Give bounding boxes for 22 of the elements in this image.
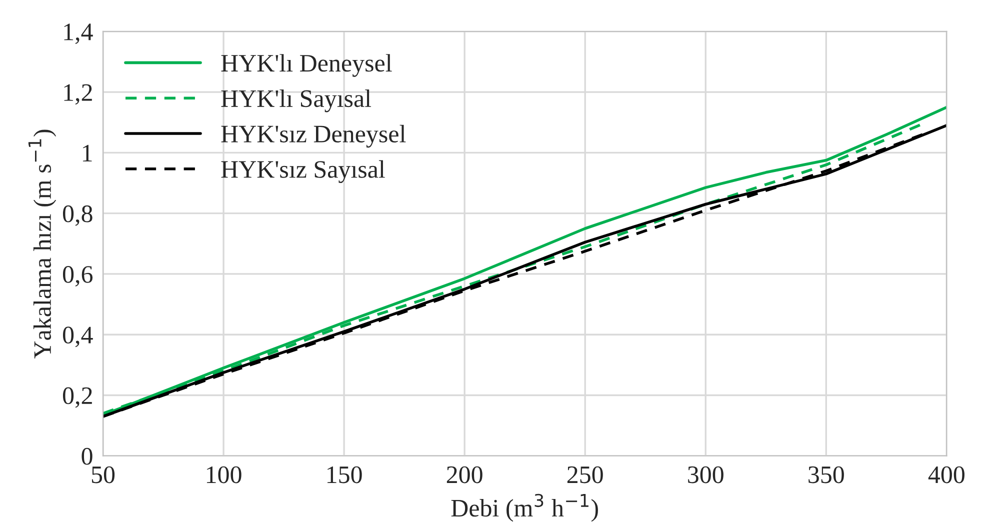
x-axis-title: Debi (m$^{3}$ h$^{−1}$) <box>451 494 598 522</box>
legend-label: HYK'sız Sayısal <box>221 160 385 184</box>
x-tick-label: 250 <box>567 466 603 484</box>
y-tick-label: 0 <box>82 448 92 465</box>
x-tick-label: 50 <box>92 466 115 484</box>
y-tick-label: 0,6 <box>62 266 93 286</box>
x-tick-label: 150 <box>328 466 362 484</box>
x-tick-label: 100 <box>206 466 242 484</box>
y-tick-label: 0,2 <box>62 387 92 408</box>
y-tick-label: 0,4 <box>62 326 93 348</box>
x-tick-label: 350 <box>808 466 844 484</box>
x-tick-label: 400 <box>928 466 964 484</box>
legend-label: HYK'lı Sayısal <box>221 89 372 112</box>
x-tick-label: 300 <box>688 466 724 484</box>
y-tick-label: 1 <box>82 144 92 162</box>
y-axis-title: Yakalama hızı (m s$^{−1}$) <box>28 130 56 359</box>
y-tick-label: 1,2 <box>64 84 92 105</box>
legend-label: HYK'sız Deneysel <box>221 124 406 148</box>
x-tick-label: 200 <box>446 466 482 484</box>
y-tick-label: 0,8 <box>62 205 92 226</box>
legend-label: HYK'lı Deneysel <box>221 54 392 77</box>
y-tick-label: 1,4 <box>64 24 93 44</box>
